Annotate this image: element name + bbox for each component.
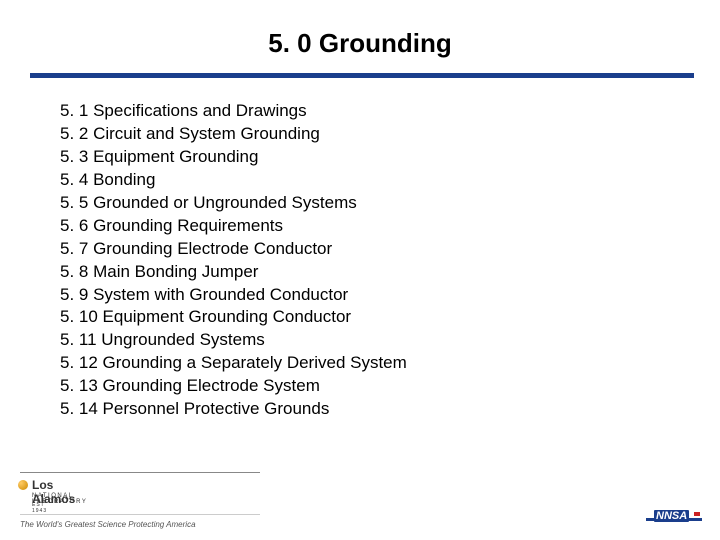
title-divider — [30, 73, 694, 78]
list-item: 5. 10 Equipment Grounding Conductor — [60, 306, 690, 329]
nnsa-label: NNSA — [654, 510, 689, 522]
lanl-dot-icon — [18, 480, 28, 490]
list-item: 5. 11 Ungrounded Systems — [60, 329, 690, 352]
list-item: 5. 8 Main Bonding Jumper — [60, 261, 690, 284]
list-item: 5. 3 Equipment Grounding — [60, 146, 690, 169]
footer-tagline: The World's Greatest Science Protecting … — [20, 520, 196, 529]
list-item: 5. 4 Bonding — [60, 169, 690, 192]
nnsa-logo: NNSA — [646, 510, 702, 528]
content-list: 5. 1 Specifications and Drawings 5. 2 Ci… — [30, 100, 690, 421]
footer-divider-bottom — [20, 514, 260, 515]
list-item: 5. 9 System with Grounded Conductor — [60, 284, 690, 307]
list-item: 5. 12 Grounding a Separately Derived Sys… — [60, 352, 690, 375]
list-item: 5. 13 Grounding Electrode System — [60, 375, 690, 398]
list-item: 5. 2 Circuit and System Grounding — [60, 123, 690, 146]
slide-container: 5. 0 Grounding 5. 1 Specifications and D… — [0, 0, 720, 540]
lanl-established: EST 1943 — [32, 502, 47, 514]
list-item: 5. 7 Grounding Electrode Conductor — [60, 238, 690, 261]
footer-divider-top — [20, 472, 260, 473]
footer: Los Alamos NATIONAL LABORATORY EST 1943 … — [0, 472, 720, 540]
list-item: 5. 5 Grounded or Ungrounded Systems — [60, 192, 690, 215]
list-item: 5. 6 Grounding Requirements — [60, 215, 690, 238]
nnsa-accent-icon — [694, 512, 700, 516]
slide-title: 5. 0 Grounding — [30, 28, 690, 59]
list-item: 5. 1 Specifications and Drawings — [60, 100, 690, 123]
list-item: 5. 14 Personnel Protective Grounds — [60, 398, 690, 421]
